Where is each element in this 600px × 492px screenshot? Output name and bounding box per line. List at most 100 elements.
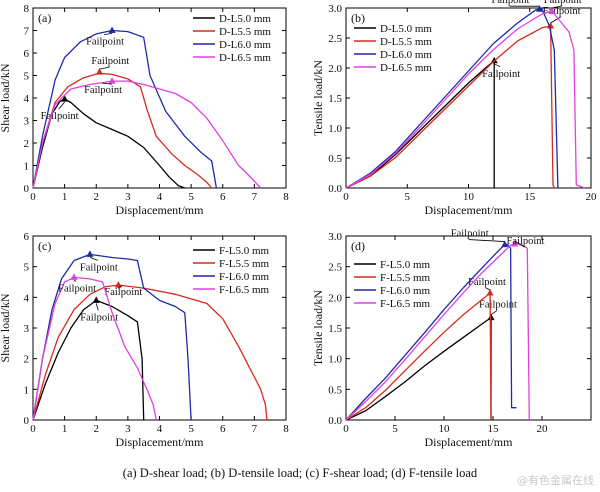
y-tick-label: 3.0 [328,231,342,243]
chart-panel-1: 0 5 10 15 20 0.0 0.5 1.0 1.5 2.0 2.5 3.0 Displacemen… [311,0,597,217]
panel-label: (c) [38,239,51,253]
x-axis-label: Displacement/mm [425,203,514,217]
y-tick-label: 2.0 [328,292,342,304]
x-tick-label: 6 [220,423,226,435]
failpoint-marker [487,313,495,321]
legend-entry: F-L5.5 mm [219,258,270,270]
x-tick-label: 15 [524,191,536,203]
x-tick-label: 1 [62,423,68,435]
x-tick-label: 0 [30,191,36,203]
x-tick-label: 2 [94,191,100,203]
failpoint-label: Failpoint [468,277,506,288]
x-axis-label: Displacement/mm [116,203,205,217]
chart-panel-0: 0 1 2 3 4 5 6 7 8 0 1 2 3 4 5 6 7 8 Displacement/mm Shear l… [0,3,289,217]
failpoint-arrow [73,280,77,282]
failpoint-label: Failpoint [104,287,142,298]
failpoint-arrow [58,101,65,110]
failpoint-marker [547,22,555,29]
legend-entry: F-L6.0 mm [380,285,431,297]
x-tick-label: 0 [343,423,349,435]
failpoint-label: Failpoint [543,6,581,17]
y-tick-label: 1.0 [328,354,342,366]
series-line-1 [345,25,555,189]
panel-label: (a) [38,11,51,25]
figure-caption: (a) D-shear load; (b) D-tensile load; (c… [122,466,478,480]
failpoint-arrow [95,303,99,311]
x-tick-label: 5 [188,191,194,203]
x-tick-label: 20 [537,423,549,435]
y-tick-label: 6 [24,48,30,60]
legend-entry: F-L5.5 mm [380,272,431,284]
failpoint-arrow [550,16,561,24]
y-tick-label: 0 [24,415,30,427]
x-axis-label: Displacement/mm [116,435,205,449]
watermark: @有色金属在线 [517,474,594,487]
x-tick-label: 3 [125,423,131,435]
failpoint-label: Failpoint [84,85,122,96]
x-tick-label: 8 [283,423,289,435]
y-tick-label: 0.0 [328,415,342,427]
y-tick-label: 6 [24,231,30,243]
legend-entry: D-L5.0 mm [219,13,271,25]
y-tick-label: 4 [24,93,30,105]
failpoint-marker [501,240,509,248]
y-tick-label: 1.0 [328,123,342,135]
series-line-3 [32,80,262,189]
failpoint-label: Failpoint [451,229,489,240]
failpoint-arrow [468,239,505,242]
x-tick-label: 7 [252,423,258,435]
failpoint-label: Failpoint [544,0,582,6]
plot-frame [345,7,592,189]
x-tick-label: 15 [488,423,500,435]
series-line-1 [32,72,213,189]
failpoint-marker [536,5,544,12]
x-tick-label: 5 [405,191,411,203]
figure-canvas: 0 1 2 3 4 5 6 7 8 0 1 2 3 4 5 6 7 8 Displacement/mm Shear l… [0,0,597,449]
x-tick-label: 5 [392,423,398,435]
y-tick-label: 7 [24,26,30,38]
chart-panel-3: 0 5 10 15 20 0.0 0.5 1.0 1.5 2.0 2.5 3.0 Displacemen… [311,229,592,449]
failpoint-marker [114,281,122,288]
legend-entry: F-L5.0 mm [380,259,431,271]
failpoint-arrow [490,310,498,315]
y-tick-label: 4 [24,292,30,304]
series-line-2 [345,243,517,421]
x-tick-label: 0 [343,191,349,203]
y-tick-label: 2.5 [328,33,342,45]
failpoint-arrow [118,284,123,289]
legend-entry: D-L5.0 mm [380,23,432,35]
y-tick-label: 1 [24,384,30,396]
x-tick-label: 7 [252,191,258,203]
panel-label: (b) [351,11,365,25]
y-tick-label: 2.5 [328,262,342,274]
series-line-0 [345,316,492,421]
failpoint-label: Failpoint [86,37,124,48]
chart-panel-2: 0 1 2 3 4 5 6 7 8 0 1 2 3 4 5 6 Displacement/mm Shear loa… [0,231,289,449]
series-line-3 [345,10,586,189]
y-tick-label: 5 [24,71,30,83]
failpoint-label: Failpoint [479,300,517,311]
series-line-3 [32,276,157,421]
failpoint-marker [70,273,78,280]
failpoint-label: Failpoint [58,283,96,294]
failpoint-arrow [551,5,562,9]
failpoint-marker [108,26,116,33]
failpoint-marker [548,7,556,14]
legend-entry: D-L5.5 mm [380,36,432,48]
panel-label: (d) [351,239,365,253]
y-tick-label: 1 [24,161,30,173]
x-tick-label: 10 [463,191,475,203]
legend-entry: D-L6.5 mm [219,52,271,64]
y-tick-label: 2.0 [328,63,342,75]
x-tick-label: 6 [220,191,226,203]
y-axis-label: Tensile load/kN [311,290,325,366]
y-tick-label: 5 [24,262,30,274]
x-tick-label: 3 [125,191,131,203]
x-tick-label: 10 [439,423,451,435]
y-tick-label: 3 [24,323,30,335]
failpoint-arrow [89,257,99,261]
x-tick-label: 4 [157,191,163,203]
failpoint-label: Failpoint [492,0,530,6]
failpoint-label: Failpoint [91,56,129,67]
series-line-1 [32,284,268,421]
